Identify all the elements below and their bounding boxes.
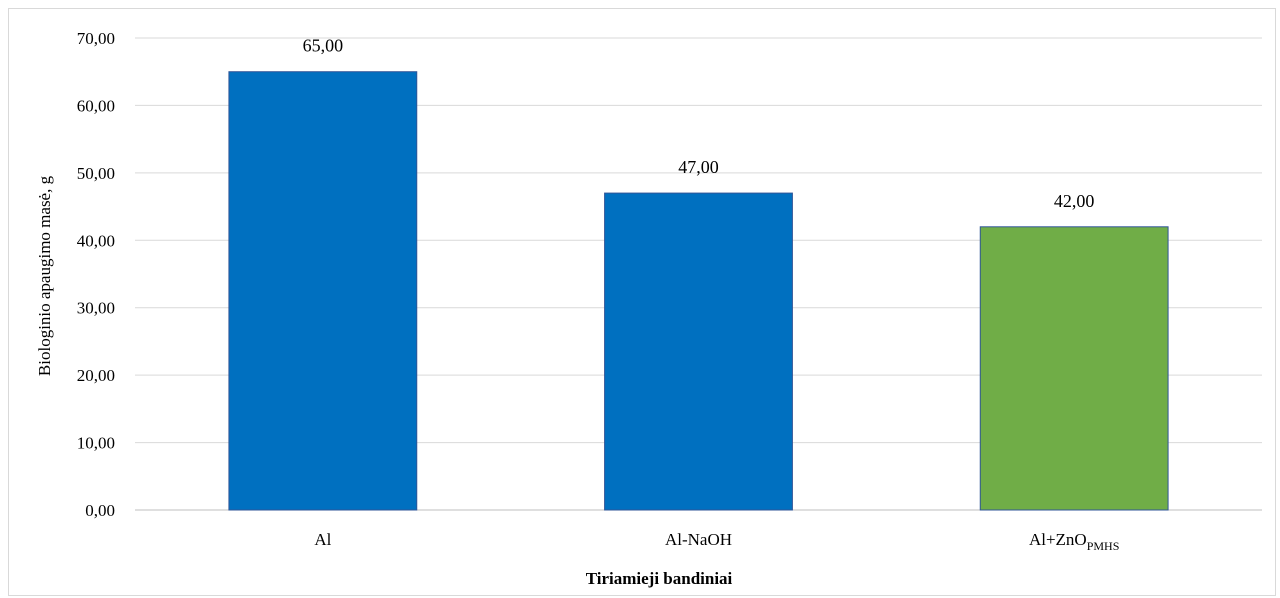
x-category-label: Al-NaOH (665, 530, 732, 549)
data-label: 47,00 (678, 157, 719, 177)
x-category-label: Al (314, 530, 331, 549)
bar (228, 71, 418, 511)
bar (604, 192, 793, 511)
y-tick-label: 30,00 (77, 299, 115, 318)
data-label: 65,00 (303, 36, 344, 56)
y-tick-label: 60,00 (77, 96, 115, 115)
data-label: 42,00 (1054, 191, 1095, 211)
y-tick-label: 0,00 (85, 501, 115, 520)
x-axis-categories: Al Al-NaOH Al+ZnOPMHS (314, 530, 1119, 553)
y-tick-label: 20,00 (77, 366, 115, 385)
x-axis-title: Tiriamieji bandiniai (586, 569, 733, 588)
y-tick-label: 70,00 (77, 29, 115, 48)
x-category-label: Al+ZnOPMHS (1029, 530, 1119, 553)
y-tick-label: 10,00 (77, 434, 115, 453)
bar (979, 226, 1169, 511)
data-labels: 65,00 47,00 42,00 (303, 36, 1095, 211)
y-tick-label: 40,00 (77, 231, 115, 250)
bars (228, 71, 1169, 511)
y-tick-label: 50,00 (77, 164, 115, 183)
y-axis-ticks: 0,00 10,00 20,00 30,00 40,00 50,00 60,00 70,00 (77, 29, 115, 520)
y-axis-title: Biologinio apaugimo masė, g (35, 175, 54, 376)
